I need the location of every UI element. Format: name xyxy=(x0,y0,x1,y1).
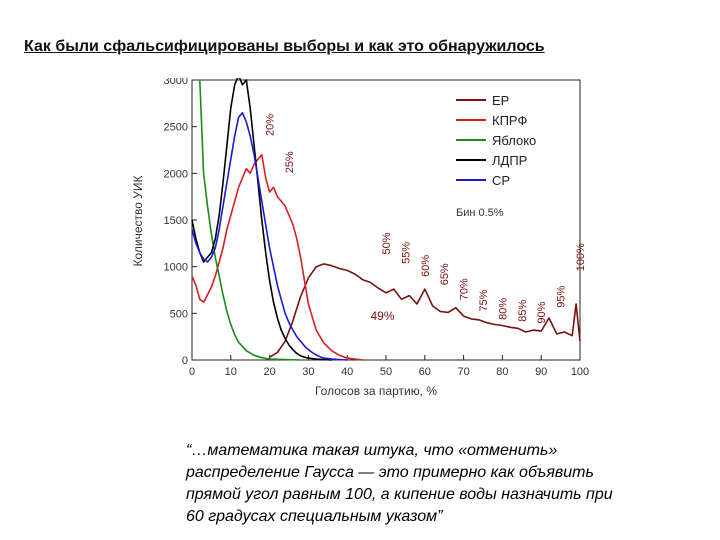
quote-line: 60 градусах специальным указом” xyxy=(186,508,443,525)
annotation-label: 49% xyxy=(370,309,394,323)
y-tick-label: 0 xyxy=(182,355,188,367)
annotation-label: 100% xyxy=(575,243,587,271)
series-line-4 xyxy=(191,111,348,361)
legend-label: Яблоко xyxy=(492,133,536,148)
annotation-label: 25% xyxy=(284,151,296,173)
x-tick-label: 100 xyxy=(571,366,589,378)
x-tick-label: 60 xyxy=(419,366,431,378)
annotation-label: 50% xyxy=(381,232,393,254)
series-line-0 xyxy=(269,263,581,358)
legend-label: ЕР xyxy=(492,93,509,108)
annotation-label: 85% xyxy=(517,299,529,321)
annotation-label: 80% xyxy=(497,298,509,320)
series-line-1 xyxy=(191,153,363,361)
x-axis-label: Голосов за партию, % xyxy=(315,384,437,398)
x-tick-label: 30 xyxy=(302,366,314,378)
y-tick-label: 1000 xyxy=(164,262,188,274)
x-tick-label: 70 xyxy=(457,366,469,378)
x-tick-label: 80 xyxy=(496,366,508,378)
vote-distribution-chart: 0 10 20 30 40 50 60 70 80 90 100 0 500 1000 1500 2000 25… xyxy=(126,74,596,400)
annotation-label: 55% xyxy=(400,242,412,264)
legend-label: КПРФ xyxy=(492,113,527,128)
x-tick-label: 0 xyxy=(189,366,195,378)
series-line-3 xyxy=(191,74,332,361)
annotations-layer: 20% 25% 50% 55% 60% 65% 70% 75% 80% 85% 90% 95% 100%… xyxy=(265,114,587,324)
quote: “…математика такая штука, что «отменить»… xyxy=(186,440,686,528)
series-line-2 xyxy=(199,79,301,361)
y-axis-label: Количество УИК xyxy=(131,175,145,266)
annotation-label: 90% xyxy=(536,301,548,323)
legend-label: ЛДПР xyxy=(492,153,527,168)
y-tick-label: 3000 xyxy=(164,78,188,87)
x-tick-label: 50 xyxy=(380,366,392,378)
page-title: Как были сфальсифицированы выборы и как … xyxy=(24,38,545,55)
x-tick-label: 10 xyxy=(225,366,237,378)
quote-line: “…математика такая штука, что «отменить» xyxy=(186,442,558,459)
x-tick-label: 20 xyxy=(263,366,275,378)
legend-label: СР xyxy=(492,173,510,188)
annotation-label: 75% xyxy=(478,289,490,311)
annotation-label: 20% xyxy=(265,114,277,136)
series-layer xyxy=(191,74,581,361)
y-tick-label: 1500 xyxy=(164,215,188,227)
annotation-label: 95% xyxy=(556,285,568,307)
x-tick-label: 90 xyxy=(535,366,547,378)
y-tick-label: 500 xyxy=(170,308,188,320)
chart-svg: 0 10 20 30 40 50 60 70 80 90 100050010001500200025… xyxy=(131,74,590,398)
annotation-label: 70% xyxy=(459,278,471,300)
y-tick-label: 2000 xyxy=(164,168,188,180)
y-tick-label: 2500 xyxy=(164,122,188,134)
ticks-layer: 0 10 20 30 40 50 60 70 80 90 100050010001500200025… xyxy=(164,75,590,378)
annotation-label: 65% xyxy=(439,263,451,285)
bin-note: Бин 0.5% xyxy=(456,207,504,219)
quote-line: прямой угол равным 100, а кипение воды н… xyxy=(186,486,613,503)
quote-line: распределение Гаусса — это примерно как … xyxy=(186,464,594,481)
legend: ЕР КПРФ Яблоко ЛДПР СР xyxy=(456,93,536,188)
x-tick-label: 40 xyxy=(341,366,353,378)
annotation-label: 60% xyxy=(420,255,432,277)
